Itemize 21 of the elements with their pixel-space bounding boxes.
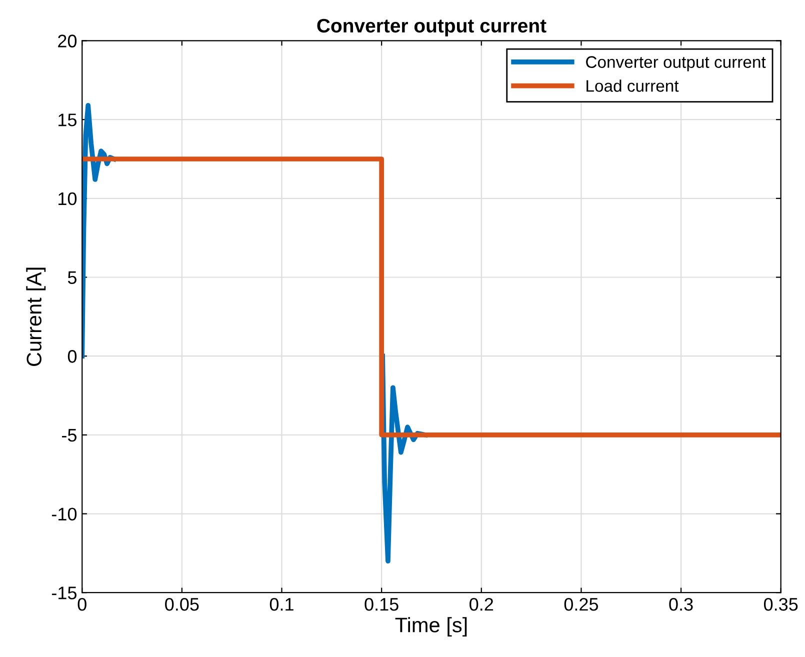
x-tick-label: 0.2 bbox=[470, 598, 494, 611]
chart-title: Converter output current bbox=[317, 18, 546, 36]
y-axis-title: Current [A] bbox=[26, 268, 46, 366]
x-tick-label: 0.15 bbox=[364, 598, 398, 611]
x-tick-label: 0.25 bbox=[564, 598, 598, 611]
y-tick-label: 0 bbox=[68, 350, 77, 363]
x-tick-label: 0.1 bbox=[270, 598, 294, 611]
x-tick-label: 0.05 bbox=[165, 598, 199, 611]
y-tick-label: -15 bbox=[52, 586, 76, 600]
y-tick-label: 15 bbox=[58, 114, 76, 126]
y-tick-label: 10 bbox=[58, 192, 77, 206]
x-axis-title: Time [s] bbox=[395, 617, 467, 637]
y-tick-label: 5 bbox=[68, 271, 76, 284]
x-tick-label: 0.3 bbox=[669, 598, 693, 611]
legend-label: Load current bbox=[586, 80, 679, 92]
y-tick-label: -10 bbox=[52, 508, 77, 520]
x-tick-label: 0.35 bbox=[764, 598, 798, 611]
y-tick-label: -5 bbox=[62, 429, 76, 442]
legend-label: Converter output current bbox=[586, 56, 766, 72]
x-tick-label: 0 bbox=[78, 598, 86, 611]
y-tick-label: 20 bbox=[58, 34, 77, 48]
